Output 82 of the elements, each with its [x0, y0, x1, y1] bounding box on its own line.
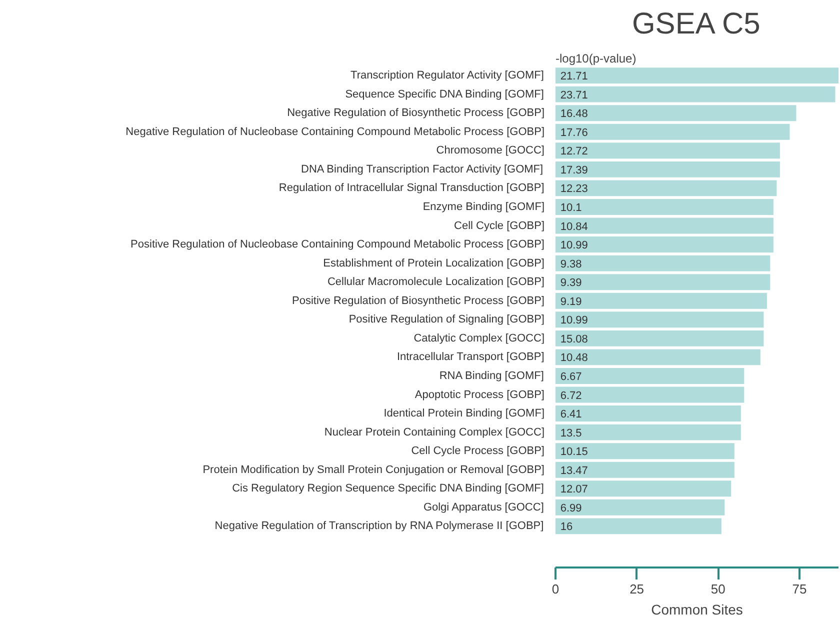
bar: [556, 518, 722, 534]
bar: [556, 386, 744, 403]
x-tick-label: 0: [552, 582, 560, 596]
y-tick-label: Transcription Regulator Activity [GOMF]: [350, 70, 544, 82]
y-tick-label: Negative Regulation of Biosynthetic Process [GOBP]: [287, 107, 544, 120]
y-tick-label: Chromosome [GOCC]: [436, 144, 545, 157]
y-tick-label: Protein Modification by Small Protein Conjugation or Removal [GOBP]: [202, 464, 545, 476]
y-tick-label: Positive Regulation of Biosynthetic Process [GOBP]: [292, 294, 545, 307]
bar: [556, 424, 741, 440]
bar: [556, 312, 764, 328]
y-tick-label: Cis Regulatory Region Sequence Specific DNA Binding [GOMF]: [232, 482, 544, 495]
annotation: 21.71: [560, 70, 588, 83]
bar: [556, 330, 764, 346]
bar: [556, 161, 780, 178]
y-tick-label: Negative Regulation of Nucleobase Containing Compound Metabolic Process [GOBP]: [126, 126, 544, 138]
annotation: 9.39: [560, 277, 582, 290]
annotation: 23.71: [560, 89, 588, 102]
y-tick-label: Sequence Specific DNA Binding [GOMF]: [345, 88, 544, 100]
y-tick-label: Cellular Macromolecule Localization [GOBP]: [327, 276, 545, 288]
annotation: 10.48: [560, 352, 588, 364]
x-tick-label: 75: [792, 582, 807, 596]
annotation: 6.41: [560, 408, 582, 421]
annotation: 16.48: [560, 108, 588, 120]
y-tick-label: Regulation of Intracellular Signal Transduction [GOBP]: [278, 182, 544, 194]
annotation: 13.5: [560, 427, 582, 440]
annotation: 10.1: [560, 202, 582, 214]
bar: [556, 68, 838, 84]
annotation: 10.15: [560, 446, 588, 458]
bar: [556, 236, 774, 253]
annotation: 9.38: [560, 258, 582, 270]
chart-title: GSEA C5: [632, 8, 760, 40]
annotation: 17.39: [560, 164, 588, 176]
bar: [556, 124, 790, 140]
y-tick-label: Establishment of Protein Localization [GOBP]: [323, 257, 545, 270]
y-tick-label: DNA Binding Transcription Factor Activity [GOMF]: [301, 163, 544, 176]
y-tick-label: Cell Cycle Process [GOBP]: [411, 445, 545, 458]
bar: [556, 255, 770, 272]
bar: [556, 199, 774, 215]
y-tick-label: RNA Binding [GOMF]: [439, 370, 544, 382]
bar: [556, 86, 836, 102]
x-tick-label: 25: [630, 582, 644, 596]
annotation: 9.19: [560, 296, 582, 308]
bar: [556, 480, 732, 497]
y-tick-label: Enzyme Binding [GOMF]: [422, 200, 545, 213]
annotation: 6.72: [560, 390, 582, 402]
annotation: 12.23: [560, 183, 588, 196]
y-tick-label: Golgi Apparatus [GOCC]: [423, 501, 544, 514]
annotation: 15.08: [560, 333, 588, 346]
annotation: 6.67: [560, 370, 582, 383]
bar: [556, 180, 777, 196]
annotation: 10.99: [560, 240, 588, 252]
bar: [556, 462, 734, 478]
annotation: 13.47: [560, 464, 588, 477]
bar: [556, 292, 767, 309]
bar: [556, 142, 780, 159]
bar: [556, 368, 744, 384]
annotation: 10.84: [560, 220, 588, 233]
annotation: 16: [560, 521, 573, 534]
bar: [556, 499, 725, 516]
y-tick-label: Apoptotic Process [GOBP]: [414, 388, 545, 401]
annotation: 6.99: [560, 502, 582, 514]
y-tick-label: Identical Protein Binding [GOMF]: [384, 408, 544, 420]
annotation: 12.72: [560, 146, 588, 158]
y-tick-label: Positive Regulation of Nucleobase Containing Compound Metabolic Process [GOBP]: [130, 238, 545, 251]
y-tick-label: Negative Regulation of Transcription by RNA Polymerase II [GOBP]: [214, 520, 544, 532]
annotation: 10.99: [560, 314, 588, 327]
bar: [556, 406, 741, 422]
bar: [556, 218, 774, 234]
y-tick-label: Cell Cycle [GOBP]: [454, 220, 545, 232]
x-axis-title: Common Sites: [651, 602, 743, 618]
bar: [556, 274, 770, 290]
bar: [556, 349, 760, 366]
bar: [556, 443, 734, 460]
y-tick-label: Positive Regulation of Signaling [GOBP]: [348, 314, 545, 326]
bar: [556, 105, 796, 122]
text: -log10(p-value): [556, 52, 636, 66]
annotation: 17.76: [560, 126, 588, 139]
y-tick-label: Catalytic Complex [GOCC]: [414, 332, 545, 344]
x-tick-label: 50: [710, 582, 726, 596]
annotation: 12.07: [560, 484, 588, 496]
y-tick-label: Intracellular Transport [GOBP]: [396, 351, 544, 364]
y-tick-label: Nuclear Protein Containing Complex [GOCC]: [324, 426, 544, 438]
